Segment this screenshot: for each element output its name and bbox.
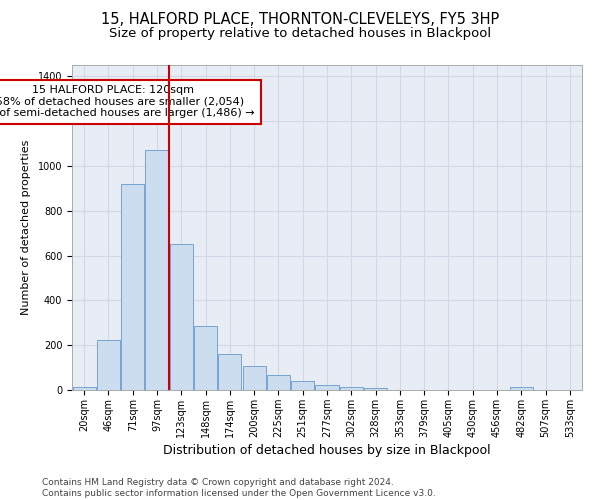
Bar <box>267 375 290 390</box>
Bar <box>97 340 120 390</box>
Bar <box>218 354 241 390</box>
Bar <box>510 386 533 390</box>
Text: Contains HM Land Registry data © Crown copyright and database right 2024.
Contai: Contains HM Land Registry data © Crown c… <box>42 478 436 498</box>
X-axis label: Distribution of detached houses by size in Blackpool: Distribution of detached houses by size … <box>163 444 491 457</box>
Text: Size of property relative to detached houses in Blackpool: Size of property relative to detached ho… <box>109 28 491 40</box>
Bar <box>121 184 144 390</box>
Bar <box>73 386 95 390</box>
Bar <box>364 388 387 390</box>
Bar <box>170 244 193 390</box>
Text: 15, HALFORD PLACE, THORNTON-CLEVELEYS, FY5 3HP: 15, HALFORD PLACE, THORNTON-CLEVELEYS, F… <box>101 12 499 28</box>
Text: 15 HALFORD PLACE: 120sqm
← 58% of detached houses are smaller (2,054)
42% of sem: 15 HALFORD PLACE: 120sqm ← 58% of detach… <box>0 85 255 118</box>
Bar <box>145 150 169 390</box>
Bar <box>242 366 266 390</box>
Y-axis label: Number of detached properties: Number of detached properties <box>21 140 31 315</box>
Bar <box>316 385 338 390</box>
Bar <box>194 326 217 390</box>
Bar <box>291 382 314 390</box>
Bar <box>340 386 363 390</box>
